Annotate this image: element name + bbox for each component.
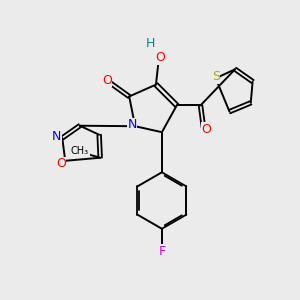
Text: S: S xyxy=(212,70,220,83)
Text: CH₃: CH₃ xyxy=(71,146,89,156)
Text: O: O xyxy=(56,157,66,170)
Text: H: H xyxy=(145,37,155,50)
Text: N: N xyxy=(128,118,137,131)
Text: N: N xyxy=(52,130,61,143)
Text: O: O xyxy=(102,74,112,87)
Text: O: O xyxy=(202,123,212,136)
Text: F: F xyxy=(158,244,166,258)
Text: O: O xyxy=(155,51,165,64)
